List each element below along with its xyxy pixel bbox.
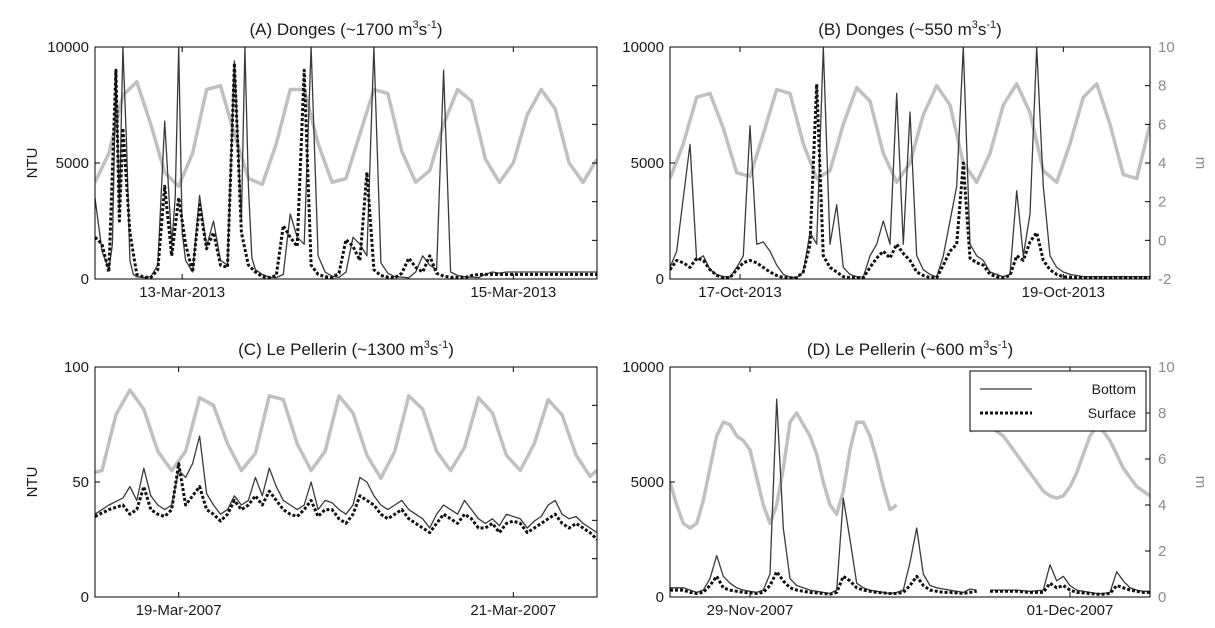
title-title-post: ): [1007, 340, 1013, 359]
title-title-pre: (D) Le Pellerin (~600 m: [807, 340, 983, 359]
y-tick-label: 0: [81, 271, 89, 288]
panel-title: (A) Donges (~1700 m3s-1): [249, 19, 442, 39]
panel-d: 0 5000 10000 29-Nov-2007 01-Dec-2007 0 2 4 6 8 10 m…: [622, 339, 1209, 619]
y-tick-label: 5000: [56, 155, 89, 172]
title-title-mid: s: [430, 340, 439, 359]
right-tick-label: 8: [1158, 405, 1166, 422]
right-tick-label: 0: [1158, 232, 1166, 249]
right-tick-label: 2: [1158, 194, 1166, 211]
x-tick-label: 29-Nov-2007: [707, 602, 794, 619]
title-title-pre: (A) Donges (~1700 m: [249, 20, 412, 39]
panel-c: 0 50 100 19-Mar-2007 21-Mar-2007 NTU (C) Le Pe…: [24, 339, 598, 619]
title-title-sup1: 3: [983, 339, 989, 351]
title-title-sup1: 3: [412, 19, 418, 31]
series-tide-line: [95, 388, 597, 480]
right-tick-label: 4: [1158, 155, 1166, 172]
plot-area: [670, 47, 1150, 279]
x-tick-label: 21-Mar-2007: [470, 602, 556, 619]
y-tick-label: 0: [656, 589, 664, 606]
series-tide-line: [670, 411, 1150, 530]
title-title-mid: s: [419, 20, 428, 39]
series-bottom-line: [95, 435, 597, 534]
panel-title: (D) Le Pellerin (~600 m3s-1): [807, 339, 1013, 359]
axes-frame: [94, 366, 598, 598]
right-tick-label: 4: [1158, 497, 1166, 514]
right-axis-label: m: [1192, 157, 1209, 170]
title-title-sup2: -1: [438, 339, 448, 351]
title-title-pre: (C) Le Pellerin (~1300 m: [238, 340, 424, 359]
y-tick-label: 10000: [47, 39, 89, 56]
series-bottom-line: [95, 47, 597, 279]
plot-area: [95, 388, 597, 541]
title-title-mid: s: [978, 20, 987, 39]
series-bottom-line: [670, 47, 1150, 279]
y-tick-label: 10000: [622, 39, 664, 56]
right-axis-label: m: [1192, 476, 1209, 489]
title-title-sup1: 3: [424, 339, 430, 351]
right-tick-label: 10: [1158, 39, 1175, 56]
right-tick-label: 0: [1158, 589, 1166, 606]
x-tick-label: 17-Oct-2013: [698, 284, 781, 301]
plot-area: [670, 398, 1150, 596]
x-tick-label: 15-Mar-2013: [470, 284, 556, 301]
legend-box: [969, 370, 1147, 432]
title-title-pre: (B) Donges (~550 m: [818, 20, 972, 39]
panel-title: (B) Donges (~550 m3s-1): [818, 19, 1002, 39]
y-tick-label: 10000: [622, 359, 664, 376]
title-title-post: ): [996, 20, 1002, 39]
right-tick-label: 6: [1158, 451, 1166, 468]
y-axis-label: NTU: [24, 467, 41, 498]
series-surface-line: [95, 462, 597, 541]
y-tick-label: 5000: [631, 155, 664, 172]
legend: Bottom Surface: [969, 370, 1147, 432]
y-tick-label: 100: [64, 359, 89, 376]
x-tick-label: 19-Oct-2013: [1022, 284, 1105, 301]
right-tick-label: 6: [1158, 116, 1166, 133]
title-title-sup1: 3: [972, 19, 978, 31]
y-tick-label: 0: [656, 271, 664, 288]
title-title-mid: s: [989, 340, 998, 359]
legend-bottom-label: Bottom: [1092, 381, 1136, 397]
series-surface-line: [670, 570, 1150, 596]
series-surface-line: [95, 61, 597, 279]
title-title-sup2: -1: [998, 339, 1008, 351]
y-tick-label: 5000: [631, 474, 664, 491]
series-tide-line: [95, 80, 597, 188]
title-title-sup2: -1: [427, 19, 437, 31]
right-tick-label: 10: [1158, 359, 1175, 376]
right-tick-label: 2: [1158, 543, 1166, 560]
series-surface-line: [670, 82, 1150, 279]
right-tick-label: -2: [1158, 271, 1171, 288]
x-tick-label: 13-Mar-2013: [139, 284, 225, 301]
x-tick-label: 01-Dec-2007: [1027, 602, 1114, 619]
right-tick-label: 8: [1158, 78, 1166, 95]
y-tick-label: 0: [81, 589, 89, 606]
x-tick-label: 19-Mar-2007: [136, 602, 222, 619]
panel-title: (C) Le Pellerin (~1300 m3s-1): [238, 339, 454, 359]
legend-surface-label: Surface: [1088, 405, 1136, 421]
y-tick-label: 50: [72, 474, 89, 491]
title-title-post: ): [448, 340, 454, 359]
series-tide-line: [670, 81, 1150, 185]
y-axis-label: NTU: [24, 148, 41, 179]
panel-b: 0 5000 10000 17-Oct-2013 19-Oct-2013 -2 0 2 4 6 8 1…: [622, 19, 1209, 301]
title-title-post: ): [437, 20, 443, 39]
panel-a: 0 5000 10000 13-Mar-2013 15-Mar-2013 NTU (A) D…: [24, 19, 598, 301]
plot-area: [95, 47, 597, 279]
title-title-sup2: -1: [986, 19, 996, 31]
